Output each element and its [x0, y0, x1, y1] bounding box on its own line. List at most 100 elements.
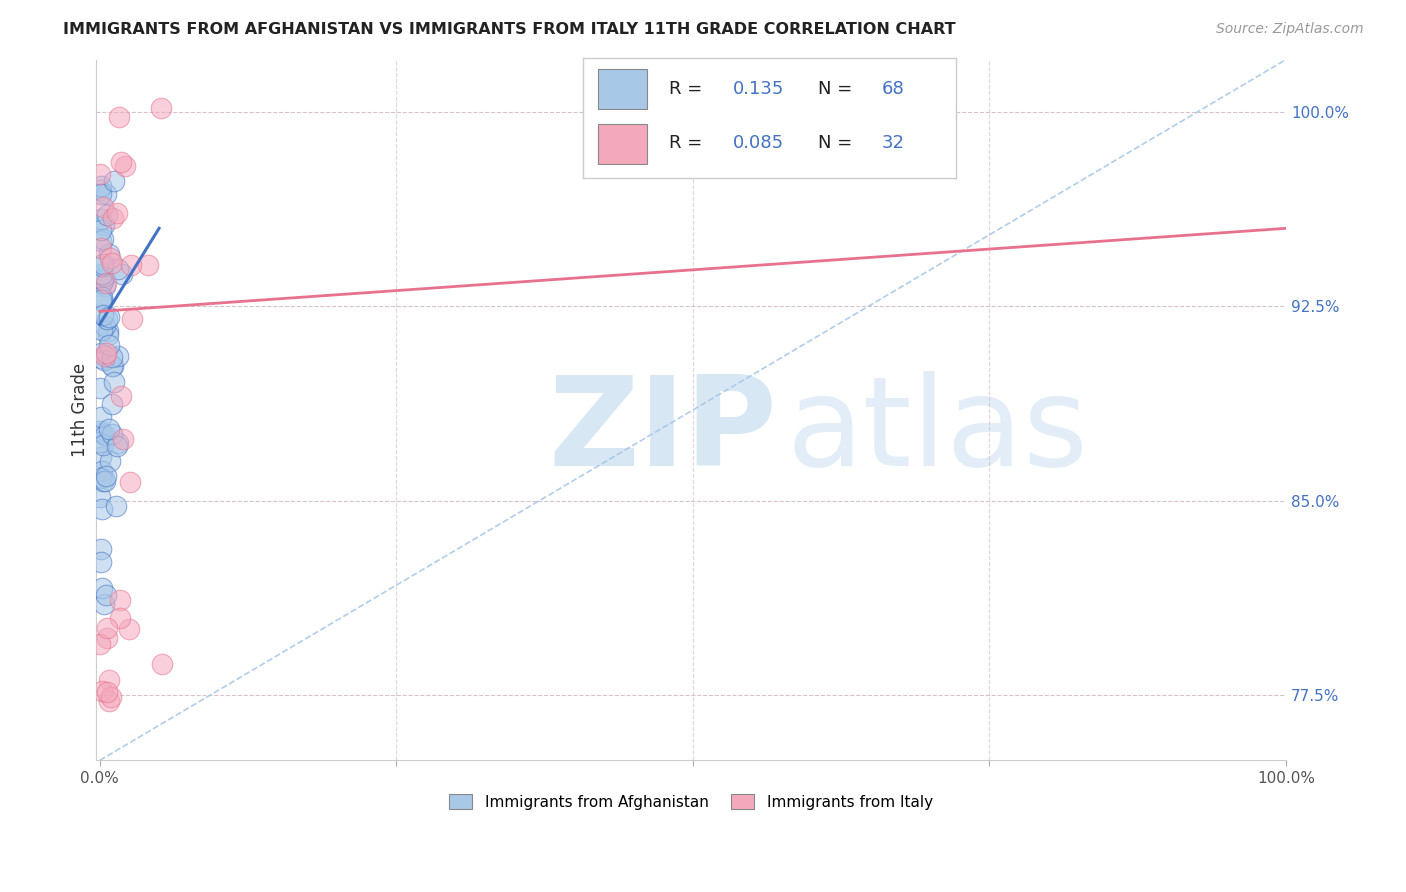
Point	[101, 350, 124, 364]
Point	[136, 258, 159, 272]
Point	[108, 593, 131, 607]
Point	[89, 183, 111, 197]
Point	[103, 375, 125, 389]
Point	[96, 621, 118, 635]
Point	[105, 438, 128, 452]
Bar	[599, 124, 647, 164]
Point	[101, 256, 124, 270]
Point	[149, 101, 172, 115]
Point	[101, 426, 124, 441]
Point	[90, 541, 112, 556]
Point	[89, 435, 111, 450]
Text: atlas: atlas	[786, 370, 1088, 491]
Point	[91, 292, 114, 306]
Point	[103, 174, 125, 188]
Point	[90, 450, 112, 464]
Point	[90, 293, 112, 307]
Point	[108, 110, 131, 124]
Point	[90, 471, 112, 485]
Point	[120, 475, 142, 489]
Point	[96, 208, 118, 222]
Point	[94, 346, 117, 360]
Point	[91, 271, 114, 285]
Point	[96, 631, 118, 645]
Point	[96, 588, 118, 602]
Text: 68: 68	[882, 79, 904, 98]
Point	[90, 267, 112, 281]
Point	[89, 490, 111, 504]
Point	[90, 555, 112, 569]
Point	[91, 438, 114, 452]
Text: R =: R =	[669, 135, 703, 153]
Point	[110, 389, 132, 403]
Point	[91, 232, 114, 246]
Point	[107, 262, 129, 277]
Point	[107, 349, 129, 363]
Point	[97, 310, 120, 325]
Point	[114, 159, 136, 173]
Point	[91, 474, 114, 488]
Legend: Immigrants from Afghanistan, Immigrants from Italy: Immigrants from Afghanistan, Immigrants …	[443, 788, 939, 816]
Point	[91, 581, 114, 595]
Point	[120, 258, 142, 272]
Point	[89, 381, 111, 395]
Point	[97, 324, 120, 338]
Point	[100, 397, 122, 411]
Text: N =: N =	[818, 135, 852, 153]
Point	[90, 179, 112, 194]
Point	[93, 353, 115, 368]
Point	[90, 410, 112, 425]
Point	[91, 290, 114, 304]
Point	[91, 257, 114, 271]
Point	[91, 200, 114, 214]
Point	[97, 338, 120, 352]
Point	[90, 346, 112, 360]
Point	[100, 454, 122, 468]
Point	[97, 693, 120, 707]
Point	[89, 167, 111, 181]
Point	[94, 276, 117, 290]
Point	[93, 218, 115, 232]
Point	[94, 278, 117, 293]
Point	[110, 267, 132, 281]
Point	[96, 311, 118, 326]
Point	[94, 186, 117, 201]
Point	[94, 468, 117, 483]
Point	[93, 268, 115, 283]
Point	[91, 276, 114, 290]
Point	[90, 259, 112, 273]
Point	[103, 359, 125, 373]
Text: IMMIGRANTS FROM AFGHANISTAN VS IMMIGRANTS FROM ITALY 11TH GRADE CORRELATION CHAR: IMMIGRANTS FROM AFGHANISTAN VS IMMIGRANT…	[63, 22, 956, 37]
Point	[97, 328, 120, 343]
Point	[94, 474, 117, 488]
Text: 0.085: 0.085	[733, 135, 783, 153]
Point	[91, 502, 114, 516]
Point	[91, 322, 114, 336]
Point	[90, 187, 112, 202]
Point	[97, 422, 120, 436]
Point	[107, 436, 129, 450]
Point	[93, 319, 115, 334]
Point	[90, 464, 112, 478]
Point	[105, 206, 128, 220]
Point	[90, 234, 112, 248]
Point	[89, 637, 111, 651]
Point	[90, 212, 112, 227]
Bar	[599, 69, 647, 109]
Point	[108, 611, 131, 625]
Point	[94, 428, 117, 442]
Point	[90, 223, 112, 237]
Text: Source: ZipAtlas.com: Source: ZipAtlas.com	[1216, 22, 1364, 37]
Point	[112, 432, 135, 446]
Point	[90, 683, 112, 698]
Text: 32: 32	[882, 135, 904, 153]
Text: ZIP: ZIP	[548, 370, 778, 491]
Point	[100, 690, 122, 704]
Point	[93, 598, 115, 612]
Point	[96, 685, 118, 699]
Point	[89, 424, 111, 438]
Point	[98, 247, 121, 261]
Y-axis label: 11th Grade: 11th Grade	[72, 363, 89, 457]
Text: R =: R =	[669, 79, 703, 98]
Point	[118, 622, 141, 636]
